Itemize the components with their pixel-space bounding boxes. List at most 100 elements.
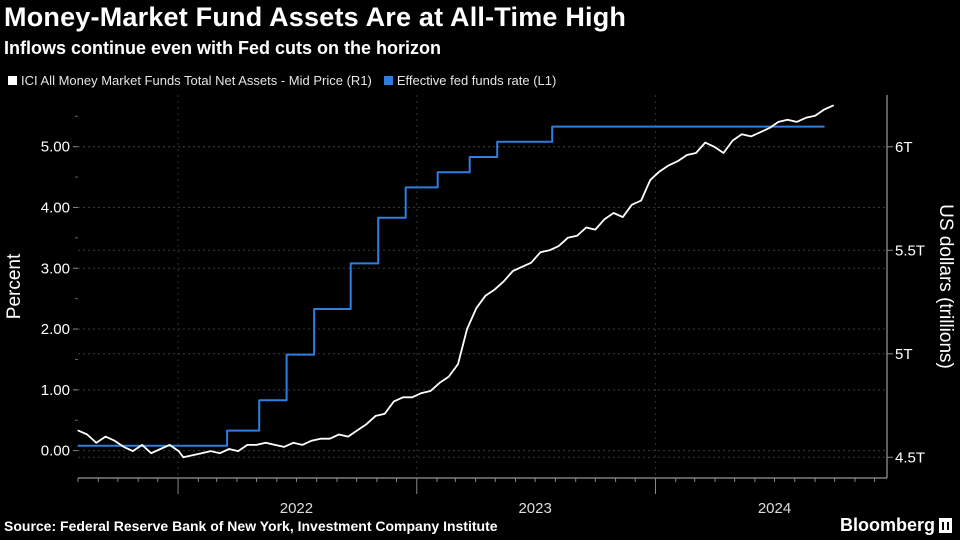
legend-item-fed-funds: Effective fed funds rate (L1) — [383, 73, 557, 88]
point-fed-funds-rate — [258, 399, 260, 401]
point-fed-funds-rate — [377, 217, 379, 219]
point-mmf-assets — [356, 429, 358, 431]
point-mmf-assets — [576, 235, 578, 237]
point-mmf-assets — [832, 104, 834, 106]
point-mmf-assets — [585, 226, 587, 229]
point-mmf-assets — [329, 438, 331, 440]
point-fed-funds-rate — [405, 186, 407, 189]
point-mmf-assets — [613, 212, 615, 214]
point-mmf-assets — [283, 446, 285, 448]
left-tick-label: 0.00 — [41, 443, 70, 460]
point-mmf-assets — [594, 228, 596, 231]
point-mmf-assets — [210, 450, 212, 452]
point-mmf-assets — [649, 179, 651, 181]
point-mmf-assets — [411, 396, 413, 398]
point-mmf-assets — [114, 440, 116, 442]
point-mmf-assets — [503, 280, 505, 282]
point-mmf-assets — [457, 363, 459, 365]
point-mmf-assets — [658, 171, 661, 173]
point-mmf-assets — [796, 121, 798, 123]
point-mmf-assets — [228, 448, 230, 450]
point-mmf-assets — [191, 454, 194, 456]
right-tick-label: 6T — [895, 139, 913, 156]
point-fed-funds-rate — [551, 126, 553, 128]
point-mmf-assets — [512, 270, 514, 272]
point-fed-funds-rate — [437, 171, 439, 173]
point-mmf-assets — [814, 115, 816, 117]
point-mmf-assets — [246, 444, 248, 446]
point-mmf-assets — [402, 396, 404, 398]
bloomberg-logo: Bloomberg — [840, 515, 952, 536]
point-mmf-assets — [301, 444, 303, 446]
point-mmf-assets — [640, 199, 642, 202]
point-mmf-assets — [466, 328, 468, 330]
point-mmf-assets — [521, 266, 523, 268]
point-mmf-assets — [95, 442, 97, 444]
point-mmf-assets — [365, 423, 368, 425]
right-tick-label: 5.5T — [895, 242, 925, 259]
point-mmf-assets — [219, 452, 221, 454]
point-mmf-assets — [667, 164, 670, 166]
legend-swatch-mmf-assets — [8, 76, 17, 85]
point-fed-funds-rate — [350, 262, 352, 264]
point-mmf-assets — [178, 450, 180, 452]
point-mmf-assets — [722, 152, 725, 154]
right-tick-label: 5T — [895, 346, 913, 363]
right-tick-label: 4.5T — [895, 449, 925, 466]
point-mmf-assets — [768, 127, 770, 129]
point-mmf-assets — [393, 400, 395, 402]
point-mmf-assets — [558, 245, 560, 247]
point-mmf-assets — [150, 452, 152, 454]
point-mmf-assets — [750, 135, 752, 138]
right-axis-title: US dollars (trillions) — [935, 204, 956, 369]
point-mmf-assets — [805, 117, 807, 119]
x-tick-label: 2024 — [758, 500, 791, 517]
point-mmf-assets — [493, 289, 496, 291]
point-mmf-assets — [141, 444, 143, 446]
bloomberg-mark-icon — [939, 518, 952, 533]
series-line-mmf-assets — [77, 104, 834, 459]
point-mmf-assets — [265, 442, 267, 444]
point-fed-funds-rate — [313, 308, 315, 310]
point-fed-funds-rate — [469, 156, 471, 158]
point-mmf-assets — [786, 119, 789, 121]
legend-label-mmf-assets: ICI All Money Market Funds Total Net Ass… — [21, 73, 372, 88]
point-mmf-assets — [695, 152, 697, 154]
point-mmf-assets — [475, 307, 477, 309]
point-mmf-assets — [132, 450, 134, 452]
point-mmf-assets — [759, 131, 761, 133]
point-mmf-assets — [539, 251, 541, 253]
point-fed-funds-rate — [77, 445, 79, 447]
point-mmf-assets — [713, 146, 715, 148]
point-mmf-assets — [567, 237, 569, 239]
point-mmf-assets — [384, 413, 386, 415]
point-mmf-assets — [201, 452, 203, 454]
left-axis-title: Percent — [4, 253, 25, 319]
point-mmf-assets — [448, 375, 450, 378]
point-mmf-assets — [123, 446, 125, 448]
x-tick-label: 2022 — [280, 500, 313, 517]
point-mmf-assets — [320, 438, 322, 440]
point-mmf-assets — [677, 160, 679, 162]
point-mmf-assets — [274, 444, 276, 446]
chart-subtitle: Inflows continue even with Fed cuts on t… — [4, 38, 442, 58]
point-mmf-assets — [292, 442, 294, 444]
point-mmf-assets — [732, 139, 734, 142]
point-mmf-assets — [548, 249, 551, 251]
point-fed-funds-rate — [226, 429, 228, 432]
point-mmf-assets — [86, 433, 88, 436]
point-mmf-assets — [622, 216, 624, 218]
point-mmf-assets — [168, 444, 171, 446]
legend: ICI All Money Market Funds Total Net Ass… — [8, 73, 568, 88]
brand-name: Bloomberg — [839, 515, 935, 535]
point-mmf-assets — [631, 204, 633, 206]
legend-item-mmf-assets: ICI All Money Market Funds Total Net Ass… — [8, 73, 372, 88]
point-mmf-assets — [182, 456, 184, 458]
series-line-fed-funds-rate — [78, 125, 825, 447]
point-mmf-assets — [338, 433, 340, 436]
left-tick-label: 5.00 — [41, 139, 70, 156]
point-mmf-assets — [77, 429, 79, 431]
legend-label-fed-funds: Effective fed funds rate (L1) — [396, 73, 557, 88]
source-note: Source: Federal Reserve Bank of New York… — [4, 518, 498, 534]
